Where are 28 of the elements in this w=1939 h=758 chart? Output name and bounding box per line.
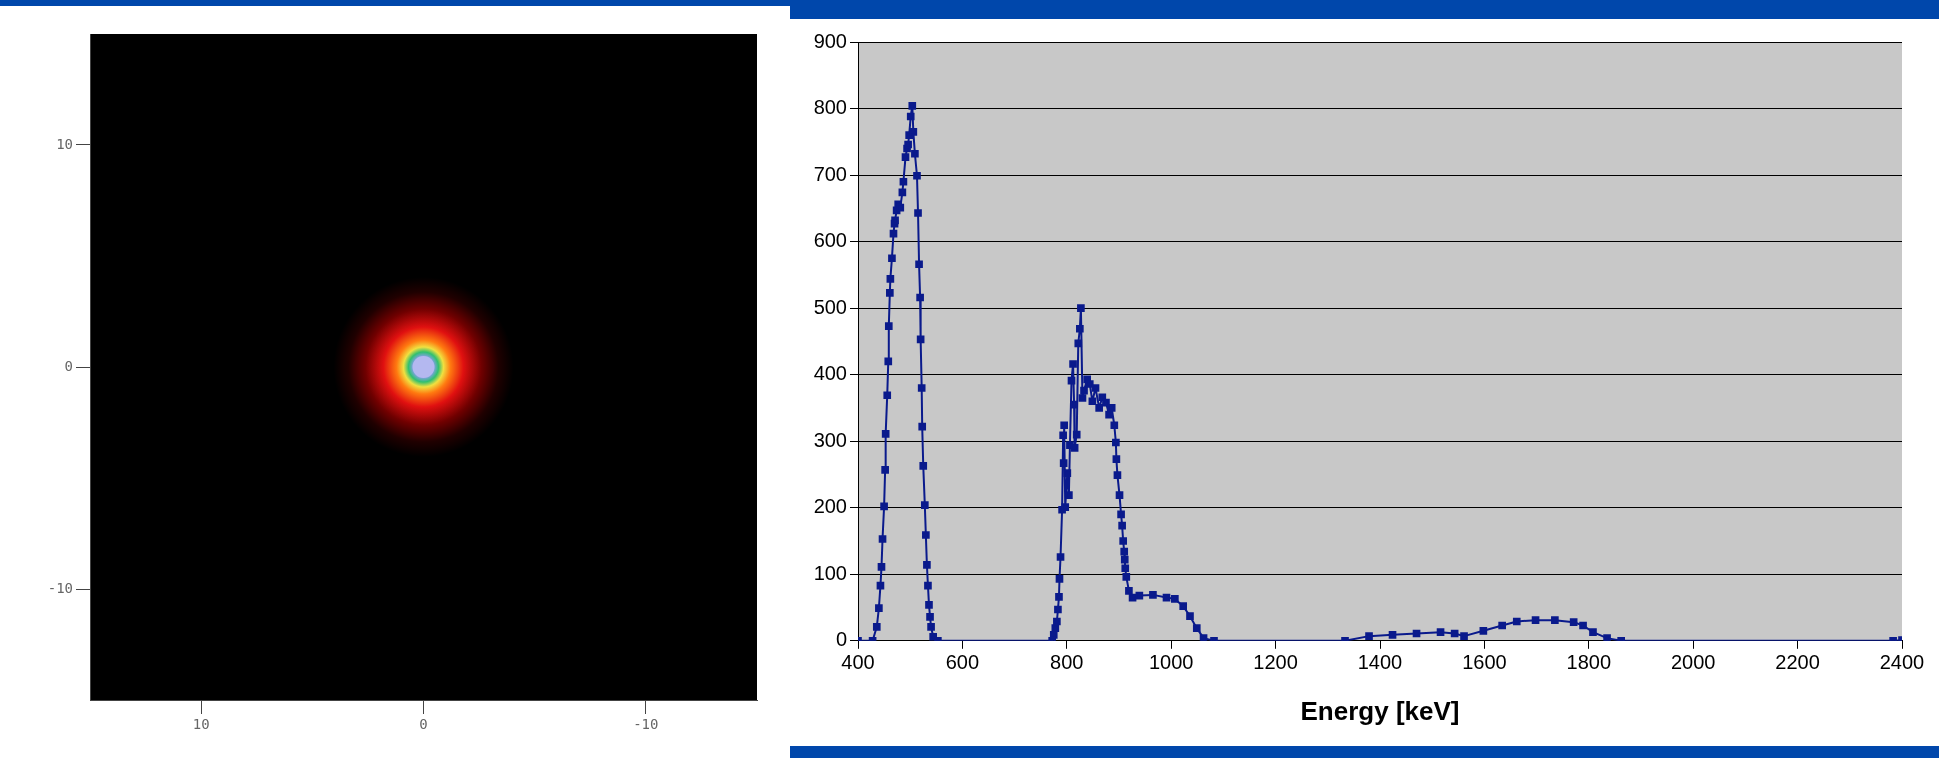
x-tick-label: 1400: [1357, 651, 1403, 674]
y-tick-label: 200: [813, 495, 847, 518]
y-tick-label: 0: [835, 628, 847, 651]
y-tick-label: 600: [813, 229, 847, 252]
x-axis-title: Energy [keV]: [1300, 695, 1460, 726]
x-tick-label: 1200: [1253, 651, 1298, 674]
x-tick-label: 400: [841, 651, 875, 674]
x-tick-label: -10: [633, 716, 659, 733]
y-tick-label: 800: [813, 96, 847, 119]
y-tick-label: 10: [56, 135, 73, 152]
y-tick-label: 500: [813, 295, 847, 318]
x-tick-label: 2400: [1879, 651, 1925, 674]
x-tick-label: 2000: [1670, 651, 1716, 674]
y-tick-label: 700: [813, 162, 847, 185]
y-tick-label: 0: [64, 357, 73, 374]
x-tick-label: 600: [945, 651, 980, 674]
x-tick-label: 2200: [1775, 651, 1820, 674]
x-tick-label: 1000: [1148, 651, 1194, 674]
y-tick-label: 100: [813, 561, 847, 584]
x-tick-label: 10: [192, 716, 210, 733]
y-tick-label: 900: [813, 29, 847, 52]
y-tick-label: 300: [813, 428, 847, 451]
y-tick-label: 400: [813, 362, 847, 385]
x-tick-label: 1600: [1462, 651, 1507, 674]
x-tick-label: 1800: [1566, 651, 1612, 674]
y-tick-label: -10: [47, 579, 73, 596]
x-tick-label: 0: [419, 716, 428, 733]
x-tick-label: 800: [1050, 651, 1084, 674]
